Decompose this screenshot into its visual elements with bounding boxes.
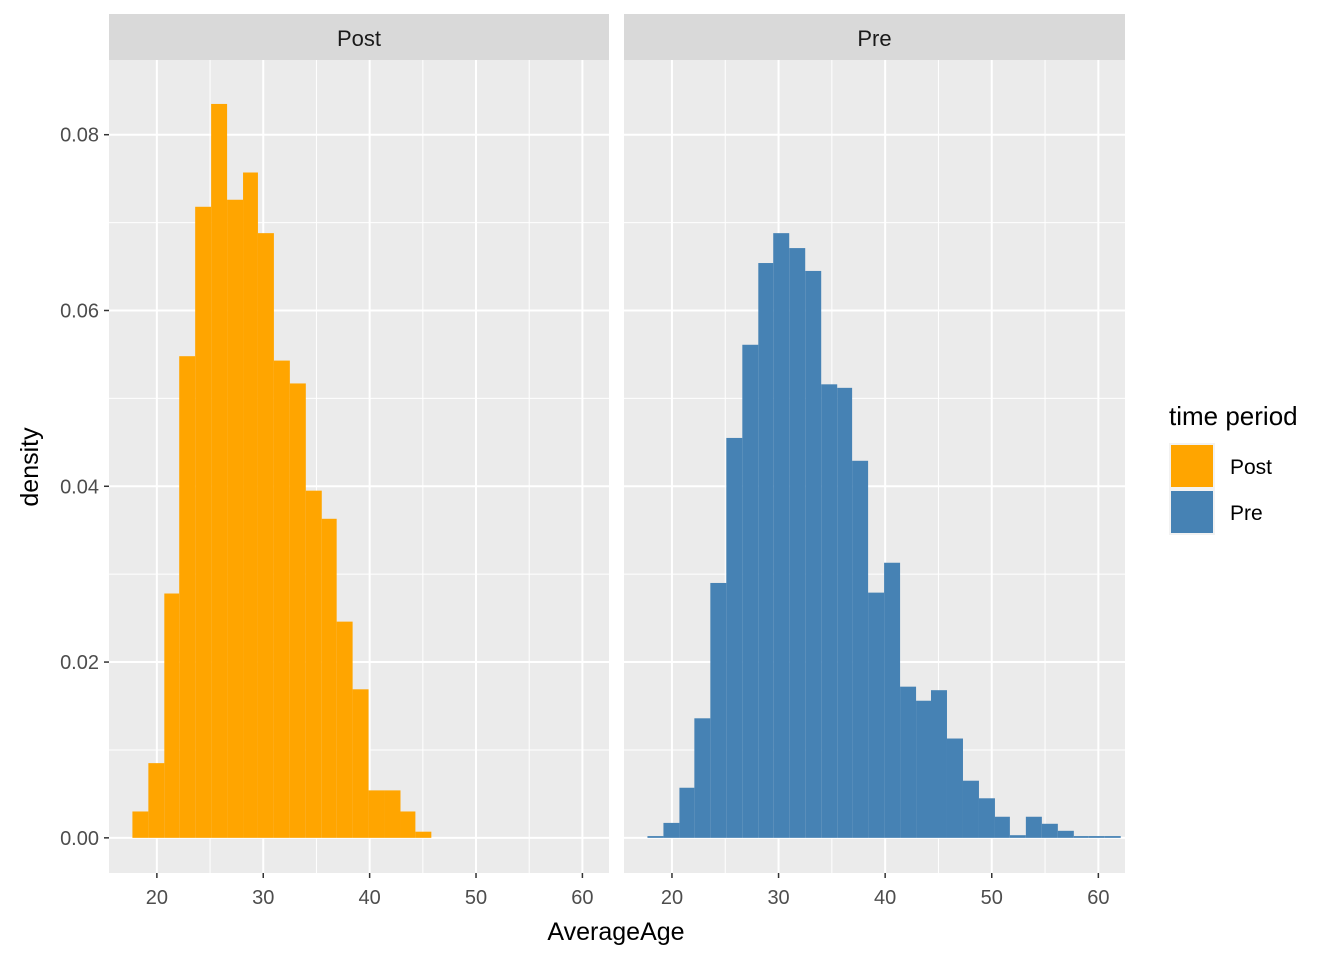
- histogram-bar: [962, 780, 979, 838]
- histogram-bar: [679, 787, 695, 838]
- legend-keys: Post Pre: [1169, 443, 1272, 535]
- y-tick-label: 0.02: [60, 652, 99, 674]
- x-tick-label: 30: [252, 887, 274, 909]
- facet-panel-post: Post 20 30 40 50 60: [109, 14, 609, 909]
- histogram-bar: [273, 360, 290, 838]
- histogram-bar: [148, 763, 165, 838]
- histogram-bar: [400, 811, 416, 838]
- histogram-bar: [132, 811, 149, 838]
- histogram-bar: [305, 490, 322, 838]
- histogram-bar: [1057, 830, 1074, 838]
- facet-strip-label: Post: [337, 26, 381, 51]
- histogram-bar: [758, 263, 774, 838]
- x-tick-label: 20: [146, 887, 168, 909]
- histogram-bar: [1088, 836, 1105, 838]
- facet-strip-label: Pre: [857, 26, 891, 51]
- histogram-bar: [978, 798, 995, 838]
- x-tick-label: 40: [359, 887, 381, 909]
- histogram-bar: [1073, 836, 1089, 838]
- x-tick-label: 30: [767, 887, 789, 909]
- histogram-bar: [243, 172, 258, 838]
- histogram-bar: [179, 356, 196, 838]
- histogram-bar: [694, 718, 711, 838]
- legend-label-pre: Pre: [1230, 502, 1263, 525]
- histogram-bar: [1009, 835, 1026, 838]
- histogram-bar: [710, 582, 727, 838]
- histogram-bar: [837, 387, 853, 838]
- y-tick-label: 0.00: [60, 828, 99, 850]
- histogram-bar: [195, 206, 212, 838]
- histogram-bar: [789, 248, 806, 838]
- panels-layer: Post 20 30 40 50 60 Pre 20 30 40 50 60: [109, 14, 1125, 909]
- histogram-bar: [868, 592, 885, 838]
- histogram-bar: [289, 383, 306, 838]
- facet-strip: [109, 14, 609, 60]
- y-tick-label: 0.08: [60, 125, 99, 147]
- histogram-bar: [647, 836, 664, 838]
- histogram-bar: [368, 790, 385, 838]
- histogram-bar: [1104, 836, 1121, 838]
- histogram-bar: [415, 831, 432, 838]
- legend-key-post: [1171, 445, 1213, 487]
- x-tick-label: 60: [571, 887, 593, 909]
- histogram-bar: [164, 593, 180, 838]
- facet-panel-pre: Pre 20 30 40 50 60: [624, 14, 1125, 909]
- histogram-bar: [211, 103, 228, 838]
- x-tick-label: 40: [874, 887, 896, 909]
- histogram-bar: [227, 199, 244, 838]
- x-tick-label: 60: [1087, 887, 1109, 909]
- histogram-bar: [900, 686, 917, 838]
- histogram-bar: [726, 437, 743, 838]
- histogram-bar: [884, 562, 901, 838]
- histogram-bar: [384, 790, 401, 838]
- x-axis-title: AverageAge: [547, 918, 684, 946]
- x-tick-label: 50: [981, 887, 1003, 909]
- histogram-bar: [1025, 816, 1042, 838]
- legend-key-pre: [1171, 491, 1213, 533]
- facet-strip: [624, 14, 1125, 60]
- legend-label-post: Post: [1230, 456, 1272, 479]
- histogram-bar: [773, 233, 790, 838]
- histogram-bar: [663, 822, 680, 838]
- y-tick-label: 0.04: [60, 476, 99, 498]
- histogram-bar: [821, 384, 838, 838]
- histogram-bar: [852, 460, 869, 838]
- legend: time period Post Pre: [1169, 401, 1298, 535]
- histogram-bar: [994, 816, 1010, 838]
- histogram-bar: [805, 270, 822, 838]
- y-axis: 0.00 0.02 0.04 0.06 0.08: [60, 125, 109, 850]
- histogram-bar: [742, 344, 759, 838]
- histogram-bar: [336, 621, 353, 838]
- histogram-bar: [321, 518, 337, 838]
- histogram-bar: [916, 700, 931, 838]
- histogram-bar: [257, 233, 274, 838]
- y-axis-title: density: [16, 427, 44, 507]
- histogram-bar: [352, 689, 369, 838]
- x-tick-label: 20: [661, 887, 683, 909]
- histogram-bar: [1041, 823, 1058, 838]
- y-tick-label: 0.06: [60, 300, 99, 322]
- histogram-bar: [930, 690, 947, 838]
- legend-title: time period: [1169, 401, 1298, 431]
- x-tick-label: 50: [465, 887, 487, 909]
- histogram-bar: [946, 738, 963, 838]
